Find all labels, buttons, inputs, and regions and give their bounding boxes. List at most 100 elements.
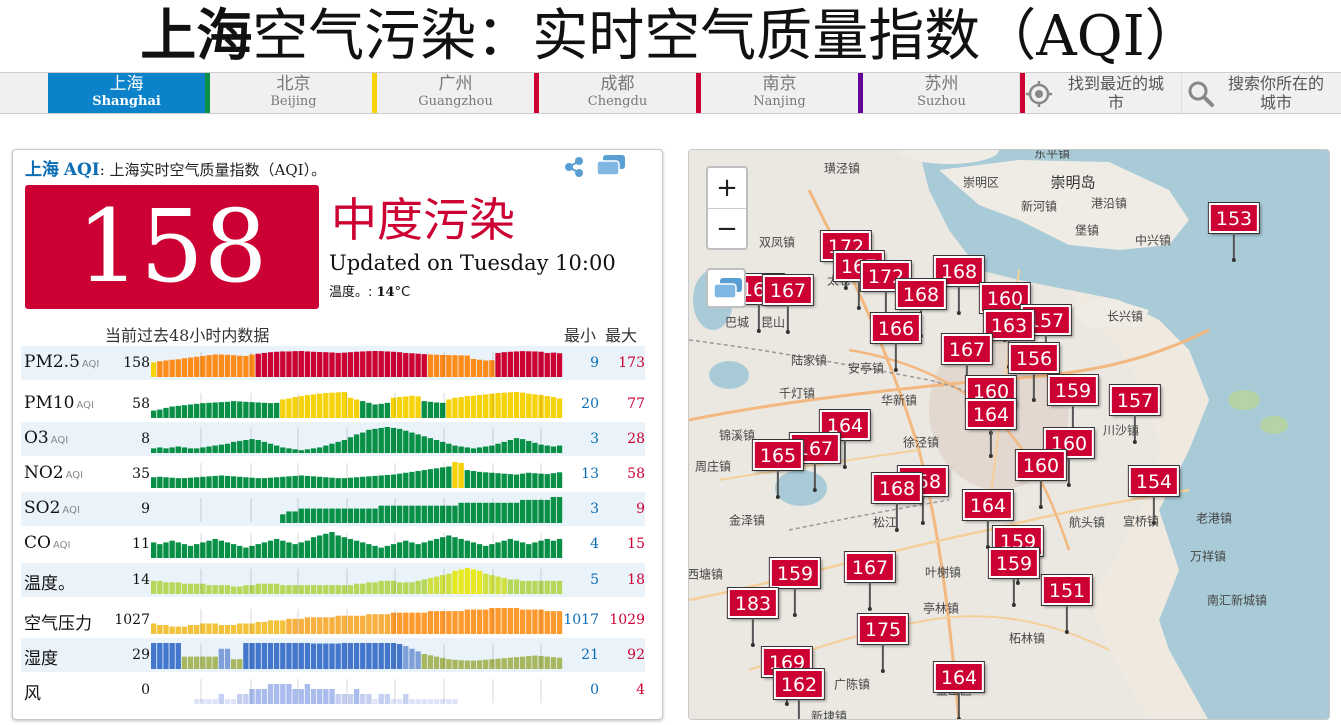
history-bar: [243, 623, 249, 634]
history-bar: [501, 578, 507, 594]
history-bar: [360, 401, 366, 418]
aqi-station-marker[interactable]: 156: [1008, 343, 1060, 402]
history-bar: [519, 542, 526, 558]
history-bar: [464, 470, 470, 488]
history-bar: [421, 505, 427, 523]
history-bar: [440, 441, 446, 453]
aqi-station-marker[interactable]: 167: [762, 275, 814, 334]
history-bar: [415, 353, 421, 377]
marker-dot: [893, 368, 898, 372]
aqi-station-marker[interactable]: 168: [895, 279, 947, 338]
history-bar: [341, 585, 347, 594]
aqi-station-marker[interactable]: 164: [819, 410, 871, 469]
aqi-station-marker[interactable]: 162: [773, 669, 825, 719]
aqi-station-marker[interactable]: 168: [871, 473, 923, 532]
history-bar: [403, 612, 409, 634]
history-bar: [544, 352, 550, 377]
history-bar: [157, 409, 163, 418]
history-bar: [458, 502, 464, 523]
history-bar: [230, 699, 237, 704]
city-tab-nanjing[interactable]: 南京 Nanjing: [701, 73, 858, 113]
history-bar: [157, 544, 163, 558]
aqi-station-marker[interactable]: 164: [933, 662, 985, 719]
aqi-station-marker[interactable]: 169: [761, 647, 813, 706]
aqi-map[interactable]: 崇明区崇明岛新河镇港沿镇堡镇中兴镇东平镇璜泾镇双凤镇太仓巴城昆山陆家镇安亭镇千灯…: [688, 149, 1330, 720]
city-tab-shanghai[interactable]: 上海 Shanghai: [48, 73, 205, 113]
history-bar: [421, 653, 427, 669]
city-tab-zh: 北京: [276, 74, 311, 94]
city-tab-beijing[interactable]: 北京 Beijing: [215, 73, 372, 113]
share-icon[interactable]: [563, 156, 585, 178]
aqi-station-marker[interactable]: 183: [727, 588, 779, 647]
history-bar: [194, 656, 200, 669]
aqi-station-marker[interactable]: 164: [962, 490, 1014, 549]
aqi-station-marker[interactable]: 159: [1047, 375, 1099, 434]
pollutant-name: 空气压力: [24, 609, 94, 634]
marker-dot: [985, 545, 990, 549]
history-bar: [427, 578, 434, 594]
history-bar: [347, 352, 354, 377]
history-bar: [550, 497, 557, 523]
marker-dot: [843, 286, 848, 290]
pollutant-row: 风 0 0 4: [21, 673, 645, 707]
history-bar: [446, 466, 452, 488]
city-color-stripe: [372, 73, 377, 113]
aqi-station-marker[interactable]: 175: [857, 614, 909, 673]
history-bar: [458, 397, 464, 418]
zoom-out-button[interactable]: −: [708, 208, 746, 248]
marker-dot: [867, 607, 872, 611]
history-bar: [507, 351, 514, 377]
history-bar: [280, 447, 286, 453]
history-bar: [347, 477, 354, 488]
aqi-station-marker[interactable]: 151: [1041, 575, 1093, 634]
history-bar: [273, 402, 280, 418]
find-nearest-city-button[interactable]: 找到最近的城市: [1019, 73, 1181, 113]
search-city-button[interactable]: 搜索你所在的城市: [1181, 73, 1341, 113]
history-bar: [175, 643, 181, 669]
aqi-station-marker[interactable]: 159: [988, 548, 1040, 607]
aqi-station-marker[interactable]: 157: [1109, 385, 1161, 444]
history-bar: [243, 355, 249, 377]
city-tab-chengdu[interactable]: 成都 Chengdu: [539, 73, 696, 113]
history-bar: [304, 617, 311, 634]
layers-icon[interactable]: [595, 154, 627, 178]
history-bar: [556, 353, 563, 377]
history-bar: [396, 612, 403, 634]
history-bar: [489, 659, 495, 669]
history-bar: [292, 397, 298, 418]
aqi-station-marker[interactable]: 167: [844, 552, 896, 611]
aqi-station-marker[interactable]: 164: [965, 399, 1017, 458]
history-bar: [396, 505, 403, 523]
min-value: 3: [590, 501, 599, 517]
history-bar: [157, 643, 163, 669]
pollutant-row: 空气压力 1027 1017 1029: [21, 603, 645, 637]
history-bar: [163, 407, 169, 418]
aqi-station-marker[interactable]: 167: [941, 334, 993, 393]
aqi-station-marker[interactable]: 160: [1015, 450, 1067, 509]
aqi-station-marker[interactable]: 159: [769, 558, 821, 617]
aqi-station-marker[interactable]: 154: [1128, 466, 1180, 525]
map-place-label: 新河镇: [1020, 199, 1058, 214]
map-place-label: 堡镇: [1074, 223, 1100, 238]
history-bar: [446, 611, 452, 634]
history-bar: [230, 476, 237, 488]
aqi-station-marker[interactable]: 166: [870, 313, 922, 372]
zoom-in-button[interactable]: +: [716, 173, 738, 203]
history-bar: [243, 585, 249, 594]
history-bar: [206, 699, 212, 704]
map-layers-button[interactable]: [706, 268, 746, 308]
history-bar: [353, 399, 360, 418]
city-tab-guangzhou[interactable]: 广州 Guangzhou: [377, 73, 534, 113]
search-icon: [1188, 81, 1214, 107]
history-bar: [224, 699, 231, 704]
temperature-unit: °C: [394, 285, 411, 300]
marker-pin: [1071, 405, 1074, 431]
city-tab-suzhou[interactable]: 苏州 Suzhou: [863, 73, 1020, 113]
history-bar: [470, 542, 477, 558]
aqi-station-marker[interactable]: 165: [752, 440, 804, 499]
map-place-label: 昆山: [760, 315, 786, 330]
aqi-station-marker[interactable]: 153: [1208, 203, 1260, 262]
history-bar: [452, 445, 458, 453]
history-bar: [237, 401, 243, 418]
history-bar: [218, 694, 224, 704]
